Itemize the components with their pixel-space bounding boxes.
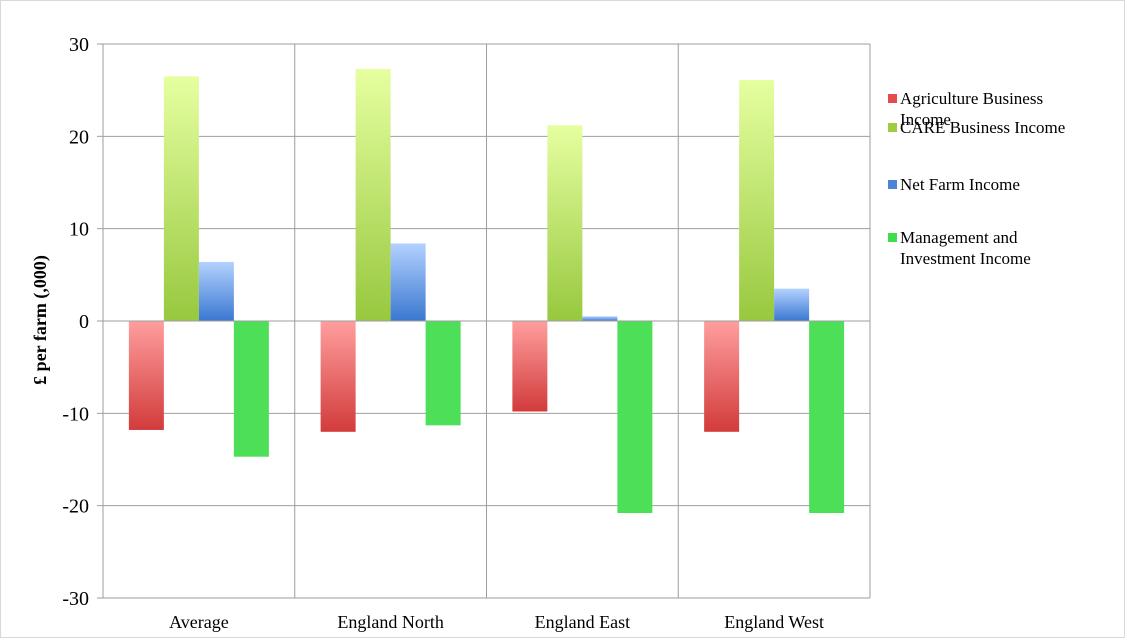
x-category-label: England East bbox=[535, 612, 630, 632]
legend-label: Management and Investment Income bbox=[900, 228, 1031, 268]
legend-swatch bbox=[888, 94, 897, 103]
bar-management-and-investment-income-average bbox=[233, 321, 269, 457]
bar-net-farm-income-england-north bbox=[390, 243, 426, 321]
bars bbox=[128, 68, 845, 514]
bar-care-business-income-england-north bbox=[355, 68, 391, 322]
legend-swatch bbox=[888, 180, 897, 189]
legend-swatch bbox=[888, 233, 897, 242]
bar-agriculture-business-income-england-north bbox=[320, 321, 356, 432]
y-tick-label: -30 bbox=[62, 588, 89, 610]
legend-swatch bbox=[888, 123, 897, 132]
bar-net-farm-income-average bbox=[198, 261, 234, 321]
legend-label: Agriculture Business Income bbox=[900, 89, 1043, 129]
axes: 30 20 10 0 -10 -20 -30 Average England North Engl… bbox=[62, 34, 870, 632]
y-tick-label: 0 bbox=[79, 311, 89, 333]
y-tick-label: -10 bbox=[62, 403, 89, 425]
x-category-label: England West bbox=[724, 612, 824, 632]
bar-management-and-investment-income-england-east bbox=[617, 321, 653, 514]
bar-care-business-income-england-east bbox=[547, 125, 583, 322]
bar-agriculture-business-income-england-east bbox=[512, 321, 548, 412]
bar-agriculture-business-income-average bbox=[128, 321, 164, 430]
bar-management-and-investment-income-england-north bbox=[425, 321, 461, 426]
y-tick-label: 20 bbox=[69, 126, 89, 148]
y-tick-label: 30 bbox=[69, 34, 89, 56]
bar-agriculture-business-income-england-west bbox=[704, 321, 740, 432]
x-category-label: Average bbox=[169, 612, 229, 632]
y-tick-label: -20 bbox=[62, 496, 89, 518]
bar-net-farm-income-england-west bbox=[774, 288, 810, 321]
y-axis-title: £ per farm (,000) bbox=[30, 255, 51, 385]
legend-label: Net Farm Income bbox=[900, 175, 1020, 194]
bar-net-farm-income-england-east bbox=[582, 316, 618, 321]
x-category-label: England North bbox=[337, 612, 443, 632]
y-tick-label: 10 bbox=[69, 219, 89, 241]
bar-care-business-income-england-west bbox=[739, 80, 775, 321]
bar-care-business-income-average bbox=[163, 76, 199, 321]
bar-management-and-investment-income-england-west bbox=[809, 321, 845, 514]
legend-label: CARE Business Income bbox=[900, 118, 1065, 137]
